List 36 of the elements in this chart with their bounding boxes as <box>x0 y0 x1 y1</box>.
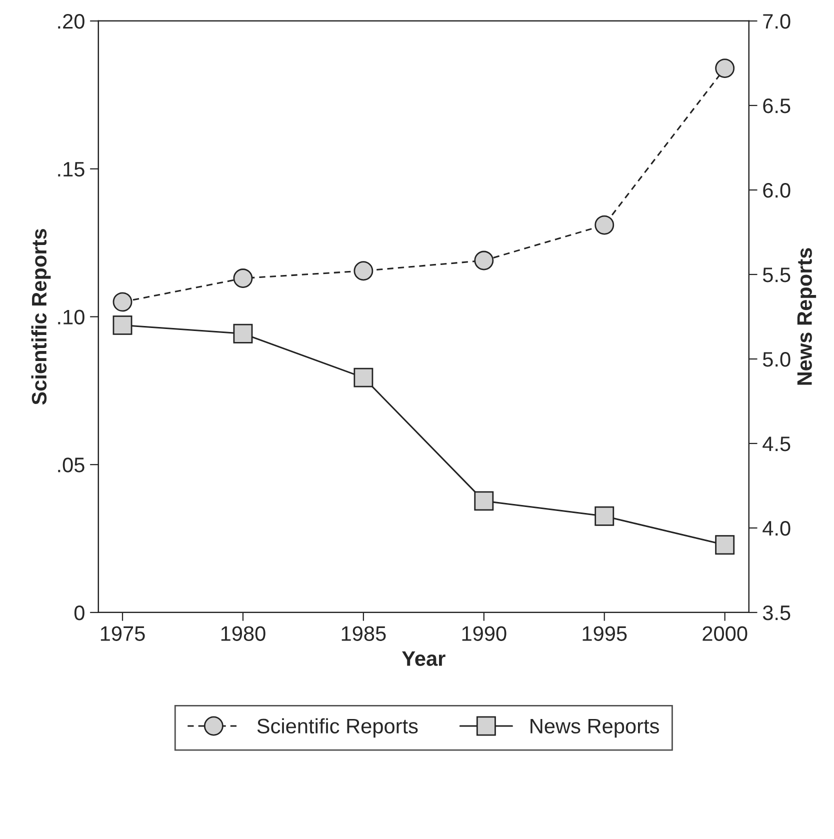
y2-tick-label: 5.5 <box>762 268 790 282</box>
point <box>112 315 132 335</box>
y-tick-label: .20 <box>58 14 84 29</box>
point <box>474 250 494 270</box>
point <box>233 324 253 344</box>
x-tick-label: 1980 <box>221 626 266 641</box>
y-tick-label: 0 <box>74 605 84 620</box>
y2-tick-label: 6.5 <box>763 98 790 114</box>
y2-tick-label: 5.0 <box>762 352 790 367</box>
legend-label: News Reports <box>530 718 659 738</box>
x-tick-label: 1995 <box>582 626 627 641</box>
y2-tick-label: 4.0 <box>762 520 790 536</box>
y2-axis-title: News Reports <box>797 248 816 385</box>
y-tick-label: .05 <box>58 458 84 472</box>
y2-tick-label: 4.5 <box>762 436 790 452</box>
point <box>474 491 494 511</box>
point <box>354 261 374 281</box>
x-tick-label: 1990 <box>462 626 506 641</box>
x-tick-label: 1985 <box>342 626 386 641</box>
x-tick-label: 1975 <box>100 626 145 641</box>
y2-tick-label: 3.5 <box>762 605 790 620</box>
point <box>715 535 735 555</box>
y-axis-title: Scientific Reports <box>31 229 51 405</box>
y-tick-label: .15 <box>58 162 84 177</box>
point <box>233 268 253 288</box>
y2-tick-label: 7.0 <box>763 14 790 29</box>
y-tick-label: .10 <box>58 310 84 324</box>
x-tick-label: 2000 <box>702 626 748 641</box>
x-axis-title: Year <box>402 651 446 666</box>
point <box>112 292 132 312</box>
point <box>354 368 374 388</box>
point <box>715 58 735 78</box>
point <box>594 506 614 526</box>
legend-label: Scientific Reports <box>257 718 418 738</box>
y2-tick-label: 6.0 <box>763 182 790 198</box>
point <box>594 215 614 235</box>
